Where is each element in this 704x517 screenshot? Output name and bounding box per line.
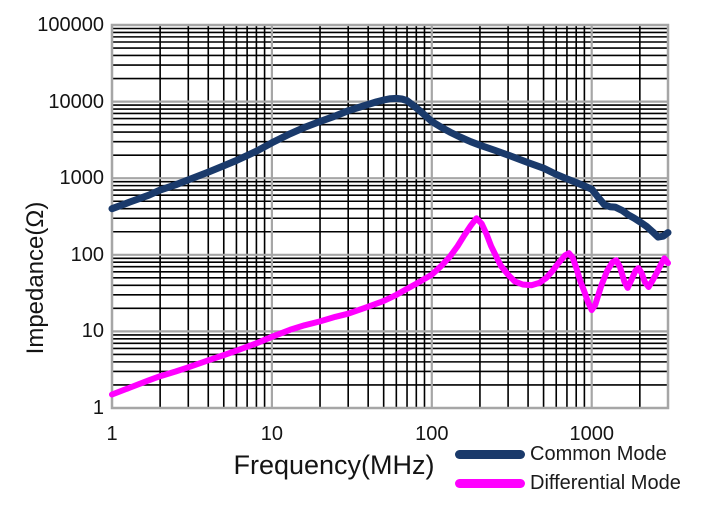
y-tick-label: 100 bbox=[70, 243, 104, 266]
legend-item-common-mode: Common Mode bbox=[455, 440, 700, 469]
x-tick-label: 1 bbox=[106, 423, 118, 445]
y-tick-label: 100000 bbox=[37, 14, 104, 36]
legend-label-common-mode: Common Mode bbox=[530, 443, 667, 465]
y-tick-label: 1 bbox=[92, 397, 104, 419]
x-tick-label: 1000 bbox=[569, 423, 614, 445]
y-tick-label: 1000 bbox=[59, 167, 105, 190]
differential-mode-line-swatch bbox=[455, 479, 525, 488]
series-line-differential-mode bbox=[109, 215, 671, 398]
x-axis-title: Frequency(MHz) bbox=[233, 450, 435, 480]
x-tick-label: 100 bbox=[415, 423, 449, 445]
common-mode-line-swatch bbox=[455, 450, 525, 459]
y-axis-title: Impedance(Ω) bbox=[22, 201, 49, 355]
legend-item-differential-mode: Differential Mode bbox=[455, 469, 700, 498]
x-tick-label: 10 bbox=[260, 423, 284, 445]
plot-border bbox=[110, 23, 670, 410]
legend-label-differential-mode: Differential Mode bbox=[530, 472, 681, 494]
legend: Common Mode Differential Mode bbox=[455, 440, 700, 498]
y-tick-label: 10 bbox=[81, 320, 104, 343]
series-line-common-mode bbox=[108, 94, 672, 241]
y-tick-label: 10000 bbox=[48, 90, 104, 113]
